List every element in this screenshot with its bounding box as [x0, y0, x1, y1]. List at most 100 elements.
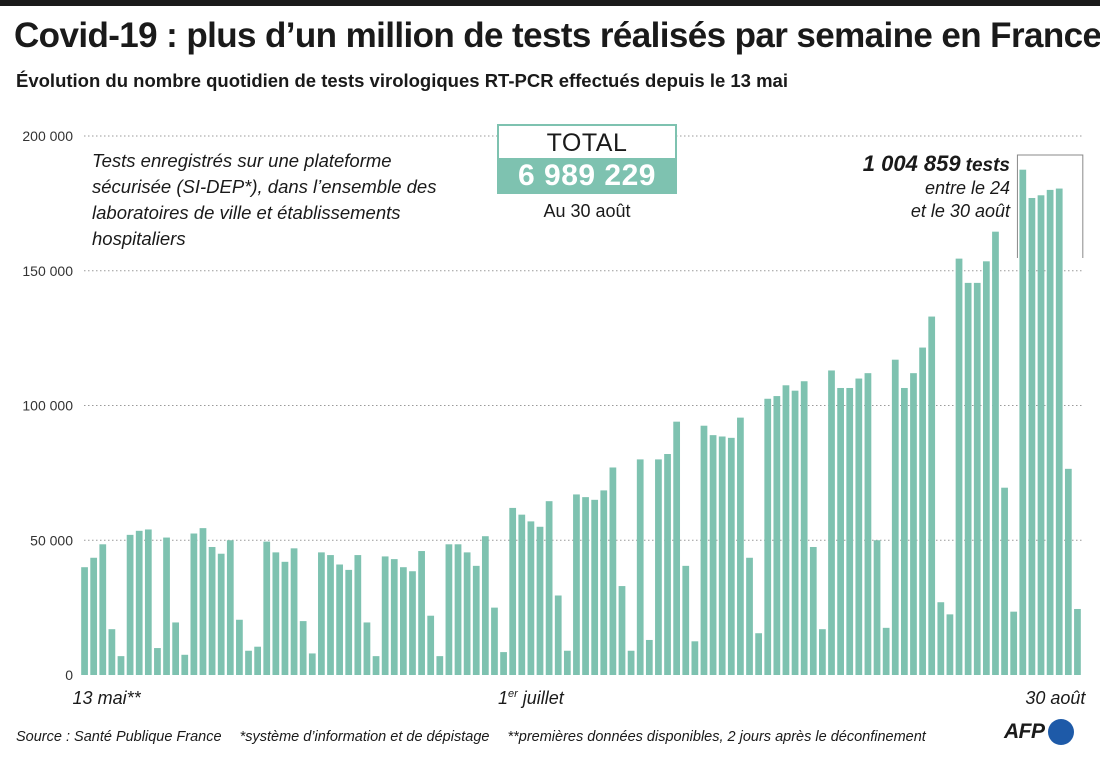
bar — [636, 459, 644, 675]
x-tick-label: 1er juillet — [498, 688, 565, 708]
bar — [545, 501, 553, 675]
bar — [90, 557, 98, 675]
method-note: Tests enregistrés sur une plateforme séc… — [92, 150, 437, 249]
week-annotation: 1 004 859 tests entre le 24 et le 30 aoû… — [820, 152, 1010, 223]
total-date: Au 30 août — [543, 201, 631, 221]
bar — [281, 561, 289, 675]
bar — [1074, 608, 1081, 675]
bar — [1037, 195, 1045, 676]
bar — [591, 499, 599, 675]
bar — [491, 607, 498, 675]
bar — [117, 656, 125, 675]
week-range-line1: entre le 24 — [924, 178, 1010, 198]
bar — [873, 540, 881, 675]
bar — [1001, 487, 1008, 675]
bar — [1019, 169, 1027, 675]
bar — [381, 556, 389, 675]
total-box: TOTAL 6 989 229 — [497, 124, 677, 194]
bar — [718, 436, 726, 675]
bar — [409, 571, 416, 675]
total-value: 6 989 229 — [499, 158, 675, 194]
bar — [627, 650, 635, 675]
bar — [163, 537, 170, 675]
chart-subtitle: Évolution du nombre quotidien de tests v… — [16, 70, 788, 91]
bar — [172, 622, 180, 675]
bar — [190, 533, 198, 675]
y-tick-label: 100 000 — [22, 398, 73, 414]
bar — [1064, 468, 1072, 675]
bar — [891, 359, 899, 675]
x-tick-label: 30 août — [1025, 688, 1086, 708]
bar — [846, 387, 854, 675]
bar — [372, 656, 380, 675]
bar — [554, 595, 562, 675]
bar — [737, 417, 744, 675]
bar — [582, 497, 589, 675]
bar — [299, 621, 307, 675]
bar — [919, 347, 926, 675]
bar — [363, 622, 371, 675]
afp-logo-text: AFP — [1004, 720, 1045, 743]
bar — [609, 467, 617, 675]
bar — [664, 454, 671, 675]
bar — [217, 553, 225, 675]
top-rule — [0, 0, 1100, 6]
bar — [245, 650, 252, 675]
afp-logo: AFP — [1004, 719, 1074, 749]
bar — [254, 646, 261, 675]
bar — [126, 534, 134, 675]
bar — [910, 373, 917, 675]
bar — [327, 555, 334, 675]
footnote-sidep: *système d’information et de dépistage — [239, 729, 490, 745]
bar — [527, 521, 535, 675]
bar — [837, 387, 844, 675]
x-axis: 13 mai** 1er juillet 30 août — [73, 688, 1087, 708]
bar — [773, 396, 781, 675]
bar — [655, 459, 662, 675]
bar — [536, 526, 544, 675]
y-tick-label: 0 — [65, 667, 73, 683]
source-text: Source : Santé Publique France — [16, 729, 222, 745]
bar — [263, 541, 271, 675]
bar — [81, 567, 88, 675]
bar — [727, 437, 735, 675]
week-total-line: 1 004 859 tests — [820, 152, 1010, 177]
bar — [600, 490, 608, 675]
bar — [226, 540, 234, 675]
bar — [700, 425, 708, 675]
bar — [345, 569, 353, 675]
bar — [673, 421, 681, 675]
bar — [481, 536, 489, 675]
week-total: 1 004 859 — [862, 151, 961, 176]
bar — [144, 529, 152, 675]
bar — [208, 546, 216, 675]
bar — [682, 565, 690, 675]
footnote-first-data: **premières données disponibles, 2 jours… — [507, 729, 926, 745]
bar — [518, 514, 526, 675]
bar — [308, 653, 316, 675]
bar — [336, 564, 343, 675]
y-axis: 0 50 000 100 000 150 000 200 000 — [22, 128, 73, 683]
bar — [864, 373, 872, 675]
bar — [500, 652, 507, 675]
week-range-line2: et le 30 août — [910, 201, 1010, 221]
y-tick-label: 150 000 — [22, 263, 73, 279]
bar — [901, 387, 908, 675]
week-bracket-line — [1016, 154, 1084, 258]
afp-logo-dot — [1047, 719, 1074, 745]
bar — [563, 650, 571, 675]
bar — [463, 552, 471, 675]
bar — [618, 586, 626, 675]
bar — [819, 629, 826, 675]
bar — [828, 370, 835, 675]
bar — [755, 633, 762, 675]
bar — [472, 565, 480, 675]
week-bracket — [1016, 154, 1084, 258]
footer: Source : Santé Publique France *système … — [16, 729, 940, 745]
bar — [445, 544, 453, 675]
bar — [236, 619, 243, 675]
bar — [782, 385, 790, 675]
bar — [290, 548, 298, 675]
bar — [746, 557, 753, 675]
bar — [955, 258, 963, 675]
